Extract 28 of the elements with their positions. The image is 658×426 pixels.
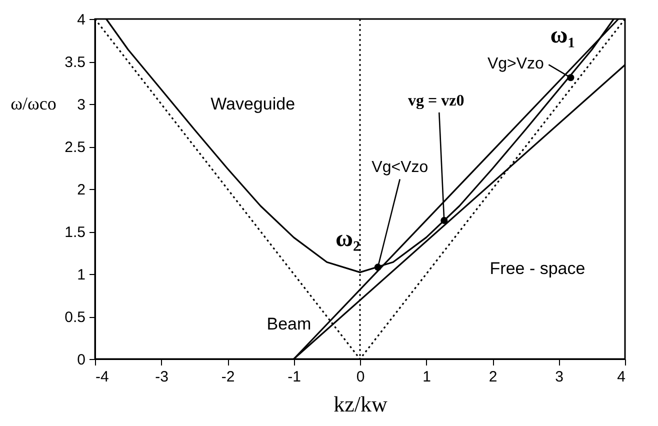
y-tick-label: 1.5 — [64, 224, 86, 241]
y-tick-label: 2 — [77, 182, 86, 198]
x-axis-title: kz/kw — [334, 392, 388, 416]
text: Free - space — [490, 259, 586, 278]
annotation: ω₁ — [550, 22, 576, 49]
y-tick-label: 0 — [77, 352, 86, 368]
x-tick-label: -2 — [221, 368, 235, 386]
x-tick-label: -3 — [155, 368, 168, 386]
x-tick-label: 3 — [555, 368, 564, 386]
y-tick-label: 3.5 — [64, 54, 86, 71]
x-tick-label: 0 — [356, 368, 365, 386]
y-tick-label: 0.5 — [64, 309, 86, 326]
series-label: Waveguide — [210, 94, 296, 114]
x-tick-label: 4 — [617, 368, 626, 386]
series-label: Beam — [266, 314, 312, 334]
annotation: Vg<Vzo — [372, 159, 428, 176]
annotation: Vg>Vzo — [487, 56, 544, 73]
x-tick-label: 1 — [422, 368, 431, 386]
annotation: ω₂ — [336, 226, 360, 252]
x-tick-label: 2 — [488, 368, 498, 386]
x-tick-label: -1 — [288, 368, 301, 386]
y-tick-label: 4 — [77, 12, 86, 28]
x-tick-label: -4 — [96, 368, 109, 386]
y-tick-label: 1 — [77, 266, 86, 284]
annotation: vg = vz0 — [408, 92, 464, 110]
y-tick-label: 3 — [77, 96, 86, 114]
y-axis-title: ω/ωco — [10, 94, 56, 114]
y-tick-label: 2.5 — [64, 139, 86, 156]
